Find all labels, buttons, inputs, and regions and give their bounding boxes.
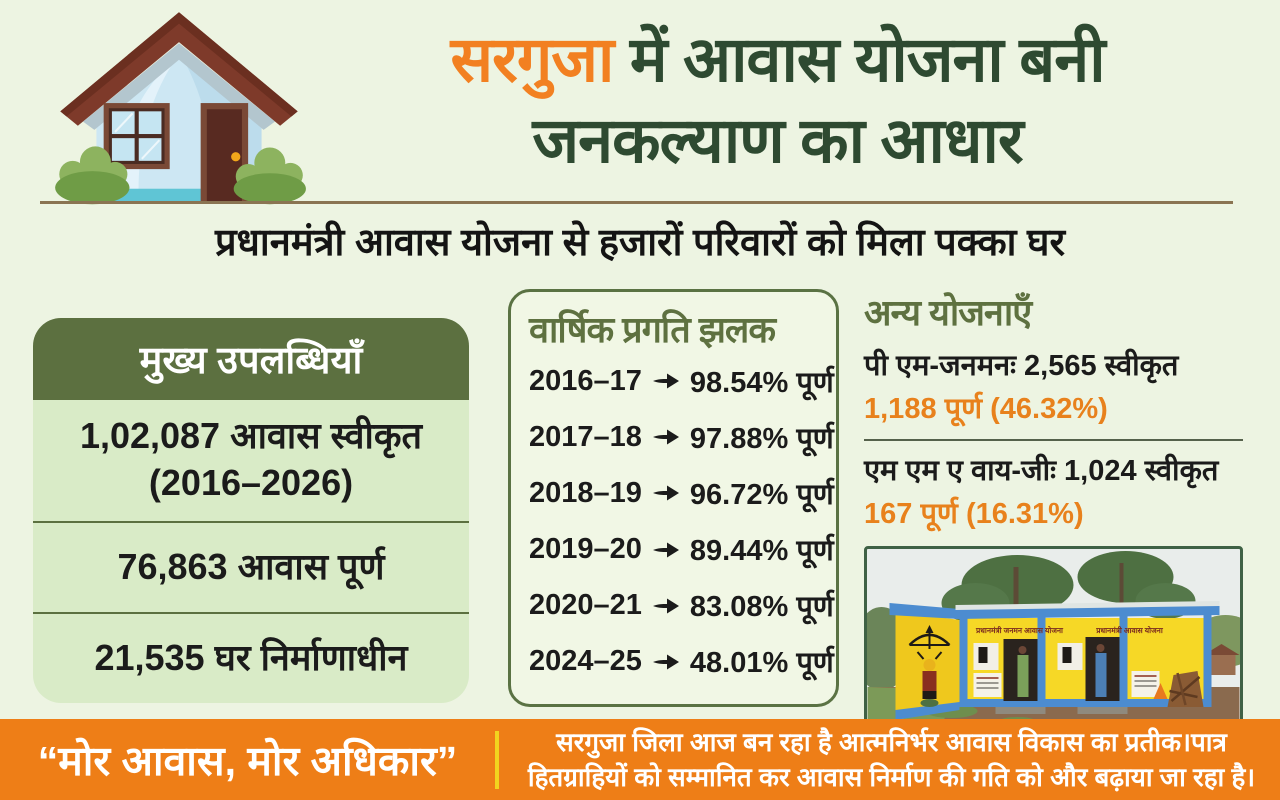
progress-row: 2016–17 98.54% पूर्ण [529, 362, 834, 401]
progress-value: 89.44% पूर्ण [689, 535, 834, 568]
progress-year: 2020–21 [529, 589, 642, 622]
title-line-2: जनकल्याण का आधार [532, 105, 1023, 176]
house-illustration [50, 4, 308, 205]
annual-progress-rows: 2016–17 98.54% पूर्ण 2017–18 97.88% पूर्… [529, 353, 834, 690]
progress-row: 2018–19 96.72% पूर्ण [529, 474, 834, 513]
scheme-completed: 167 पूर्ण (16.31%) [864, 498, 1084, 530]
other-schemes-section: अन्य योजनाएँ पी एम-जनमनः 2,565 स्वीकृत 1… [864, 287, 1243, 738]
achievement-value: 1,02,087 आवास स्वीकृत [79, 415, 423, 457]
achievement-period: (2016–2026) [148, 462, 354, 504]
achievements-header: मुख्य उपलब्धियाँ [33, 318, 469, 400]
wall-caption-right: प्रधानमंत्री आवास योजना [1095, 626, 1164, 635]
title-line-1: सरगुजा में आवास योजना बनी [305, 20, 1250, 101]
page-title: सरगुजा में आवास योजना बनी जनकल्याण का आध… [305, 20, 1250, 181]
achievement-value: 21,535 घर निर्माणाधीन [94, 636, 408, 678]
footer-text: सरगुजा जिला आज बन रहा है आत्मनिर्भर आवास… [499, 725, 1280, 794]
scheme-completed: 1,188 पूर्ण (46.32%) [864, 393, 1108, 425]
other-schemes-header: अन्य योजनाएँ [864, 292, 1032, 333]
title-rest: में आवास योजना बनी [613, 25, 1106, 95]
footer-text-line1: सरगुजा जिला आज बन रहा है आत्मनिर्भर आवास… [556, 727, 1227, 758]
progress-row: 2019–20 89.44% पूर्ण [529, 530, 834, 569]
achievements-panel: मुख्य उपलब्धियाँ 1,02,087 आवास स्वीकृत (… [33, 318, 469, 703]
scheme-approved: पी एम-जनमनः 2,565 स्वीकृत [864, 350, 1179, 382]
scheme-approved: एम एम ए वाय-जीः 1,024 स्वीकृत [864, 455, 1219, 487]
schemes-divider [864, 439, 1243, 441]
progress-row: 2024–25 48.01% पूर्ण [529, 642, 834, 681]
title-highlight: सरगुजा [450, 25, 614, 95]
progress-value: 98.54% पूर्ण [689, 366, 834, 399]
right-arrow-icon [652, 598, 679, 614]
footer-text-line2: हितग्राहियों को सम्मानित कर आवास निर्माण… [527, 761, 1256, 792]
progress-value: 97.88% पूर्ण [689, 422, 834, 455]
progress-year: 2024–25 [529, 645, 642, 678]
footer-divider [495, 730, 499, 789]
achievement-item: 21,535 घर निर्माणाधीन [33, 611, 469, 703]
progress-row: 2017–18 97.88% पूर्ण [529, 418, 834, 457]
building-photo-illustration: प्रधानमंत्री जनमन आवास योजना प्रधानमंत्र… [867, 549, 1240, 735]
awas-yojana-building-photo: प्रधानमंत्री जनमन आवास योजना प्रधानमंत्र… [864, 546, 1243, 738]
progress-year: 2018–19 [529, 476, 642, 509]
house-icon [55, 12, 306, 205]
footer-bar: “मोर आवास, मोर अधिकार” सरगुजा जिला आज बन… [0, 719, 1280, 800]
achievements-body: 1,02,087 आवास स्वीकृत (2016–2026) 76,863… [33, 400, 469, 703]
annual-progress-header: वार्षिक प्रगति झलक [529, 309, 776, 350]
progress-value: 83.08% पूर्ण [689, 591, 834, 624]
achievement-item: 1,02,087 आवास स्वीकृत (2016–2026) [33, 400, 469, 521]
progress-year: 2016–17 [529, 364, 642, 397]
right-arrow-icon [652, 654, 679, 670]
progress-value: 48.01% पूर्ण [689, 647, 834, 680]
progress-value: 96.72% पूर्ण [689, 478, 834, 511]
right-arrow-icon [652, 429, 679, 445]
header-divider [40, 201, 1233, 204]
achievement-item: 76,863 आवास पूर्ण [33, 520, 469, 612]
annual-progress-panel: वार्षिक प्रगति झलक 2016–17 98.54% पूर्ण … [508, 289, 839, 707]
right-arrow-icon [652, 485, 679, 501]
progress-year: 2017–18 [529, 420, 642, 453]
achievement-value: 76,863 आवास पूर्ण [117, 545, 385, 587]
footer-quote: “मोर आवास, मोर अधिकार” [37, 737, 458, 784]
right-arrow-icon [652, 373, 679, 389]
subtitle: प्रधानमंत्री आवास योजना से हजारों परिवार… [214, 222, 1066, 264]
right-arrow-icon [652, 542, 679, 558]
progress-row: 2020–21 83.08% पूर्ण [529, 586, 834, 625]
wall-caption-left: प्रधानमंत्री जनमन आवास योजना [975, 626, 1064, 635]
progress-year: 2019–20 [529, 533, 642, 566]
